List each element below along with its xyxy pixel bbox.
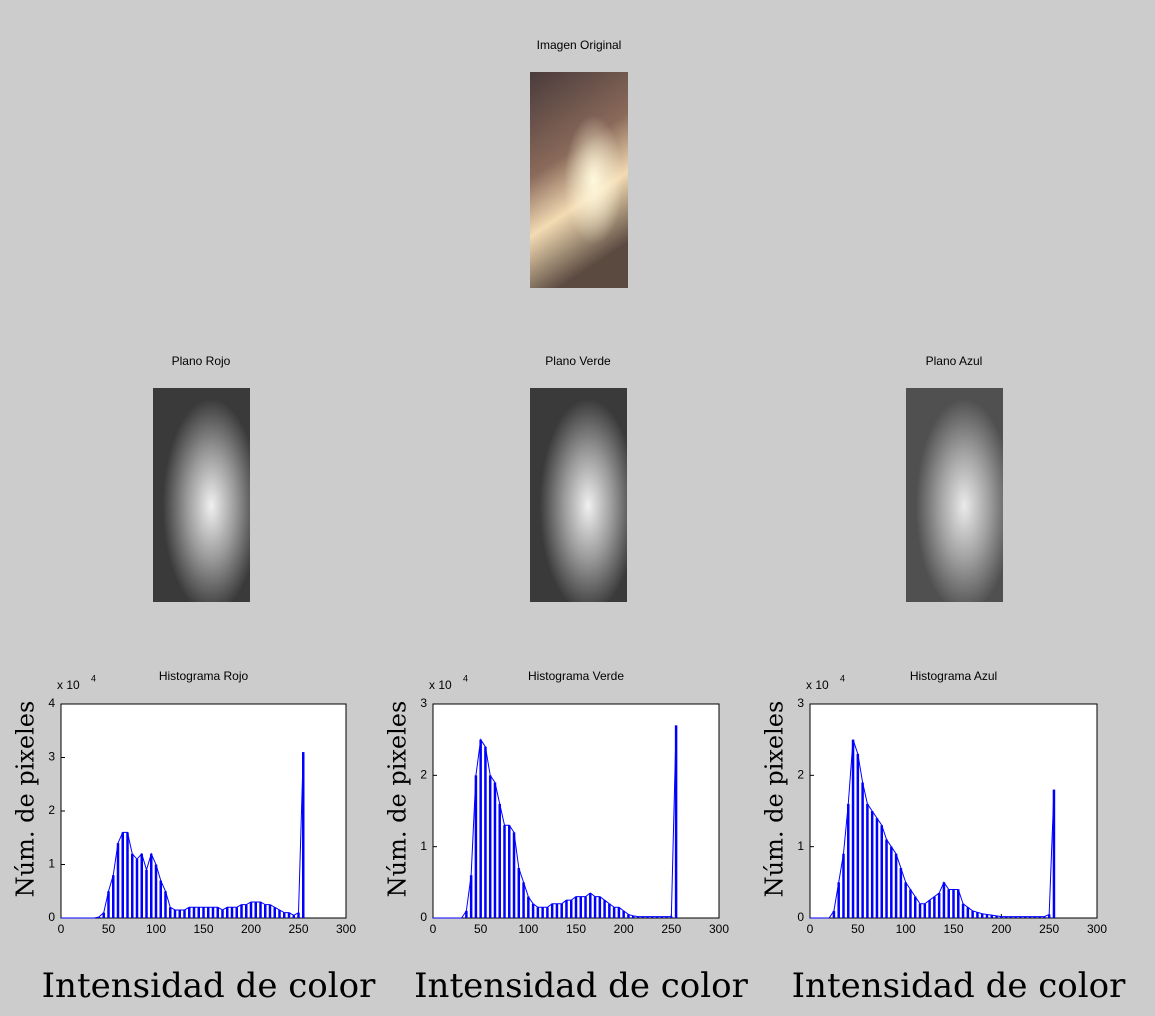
- histogram-envelope: [61, 752, 304, 919]
- image-title: Plano Verde: [545, 354, 611, 368]
- y-tick-label: 2: [48, 803, 55, 817]
- y-tick-label: 2: [797, 768, 804, 782]
- x-tick-label: 100: [896, 922, 916, 936]
- y-axis-label: Núm. de pixeles: [384, 701, 412, 898]
- y-tick-label: 3: [48, 750, 55, 764]
- x-tick-label: 250: [288, 922, 308, 936]
- y-scale-label: x 10: [806, 678, 829, 692]
- blue-plane-image: [906, 388, 1003, 602]
- x-tick-label: 50: [102, 922, 116, 936]
- image-title: Plano Rojo: [172, 354, 231, 368]
- x-axis-label: Intensidad de color: [42, 966, 376, 1006]
- y-tick-label: 3: [797, 696, 804, 710]
- flame: [530, 72, 628, 288]
- x-tick-label: 100: [518, 922, 538, 936]
- red-plane-image: [153, 388, 250, 602]
- y-tick-label: 2: [420, 768, 427, 782]
- x-tick-label: 300: [709, 922, 729, 936]
- x-tick-label: 250: [661, 922, 681, 936]
- x-axis-label: Intensidad de color: [792, 966, 1126, 1006]
- y-tick-label: 3: [420, 696, 427, 710]
- x-tick-label: 50: [474, 922, 488, 936]
- y-scale-label: x 10: [429, 678, 452, 692]
- x-tick-label: 200: [614, 922, 634, 936]
- y-tick-label: 0: [48, 910, 55, 924]
- image-title: Imagen Original: [537, 38, 622, 52]
- x-tick-label: 250: [1039, 922, 1059, 936]
- x-tick-label: 0: [430, 922, 437, 936]
- y-tick-label: 0: [420, 910, 427, 924]
- plot-area: [60, 703, 347, 919]
- histogram-envelope: [433, 725, 677, 919]
- green-plane-image: [530, 388, 627, 602]
- y-scale-exponent: 4: [463, 673, 468, 683]
- x-tick-label: 150: [193, 922, 213, 936]
- histogram-envelope: [810, 739, 1055, 919]
- x-tick-label: 200: [991, 922, 1011, 936]
- y-axis-label: Núm. de pixeles: [761, 701, 789, 898]
- x-axis-label: Intensidad de color: [414, 966, 748, 1006]
- y-axis-label: Núm. de pixeles: [12, 701, 40, 898]
- chart-title: Histograma Azul: [910, 669, 997, 683]
- y-scale-exponent: 4: [91, 673, 96, 683]
- y-tick-label: 0: [797, 910, 804, 924]
- image-title: Plano Azul: [926, 354, 983, 368]
- y-tick-label: 1: [797, 839, 804, 853]
- x-tick-label: 150: [943, 922, 963, 936]
- chart-title: Histograma Rojo: [159, 669, 249, 683]
- x-tick-label: 0: [58, 922, 65, 936]
- y-tick-label: 1: [48, 857, 55, 871]
- x-tick-label: 50: [851, 922, 865, 936]
- y-tick-label: 4: [48, 696, 55, 710]
- x-tick-label: 300: [336, 922, 356, 936]
- chart-title: Histograma Verde: [528, 669, 624, 683]
- x-tick-label: 100: [146, 922, 166, 936]
- x-tick-label: 0: [807, 922, 814, 936]
- x-tick-label: 150: [566, 922, 586, 936]
- x-tick-label: 300: [1087, 922, 1107, 936]
- y-tick-label: 1: [420, 839, 427, 853]
- x-tick-label: 200: [241, 922, 261, 936]
- y-scale-exponent: 4: [840, 673, 845, 683]
- y-scale-label: x 10: [57, 678, 80, 692]
